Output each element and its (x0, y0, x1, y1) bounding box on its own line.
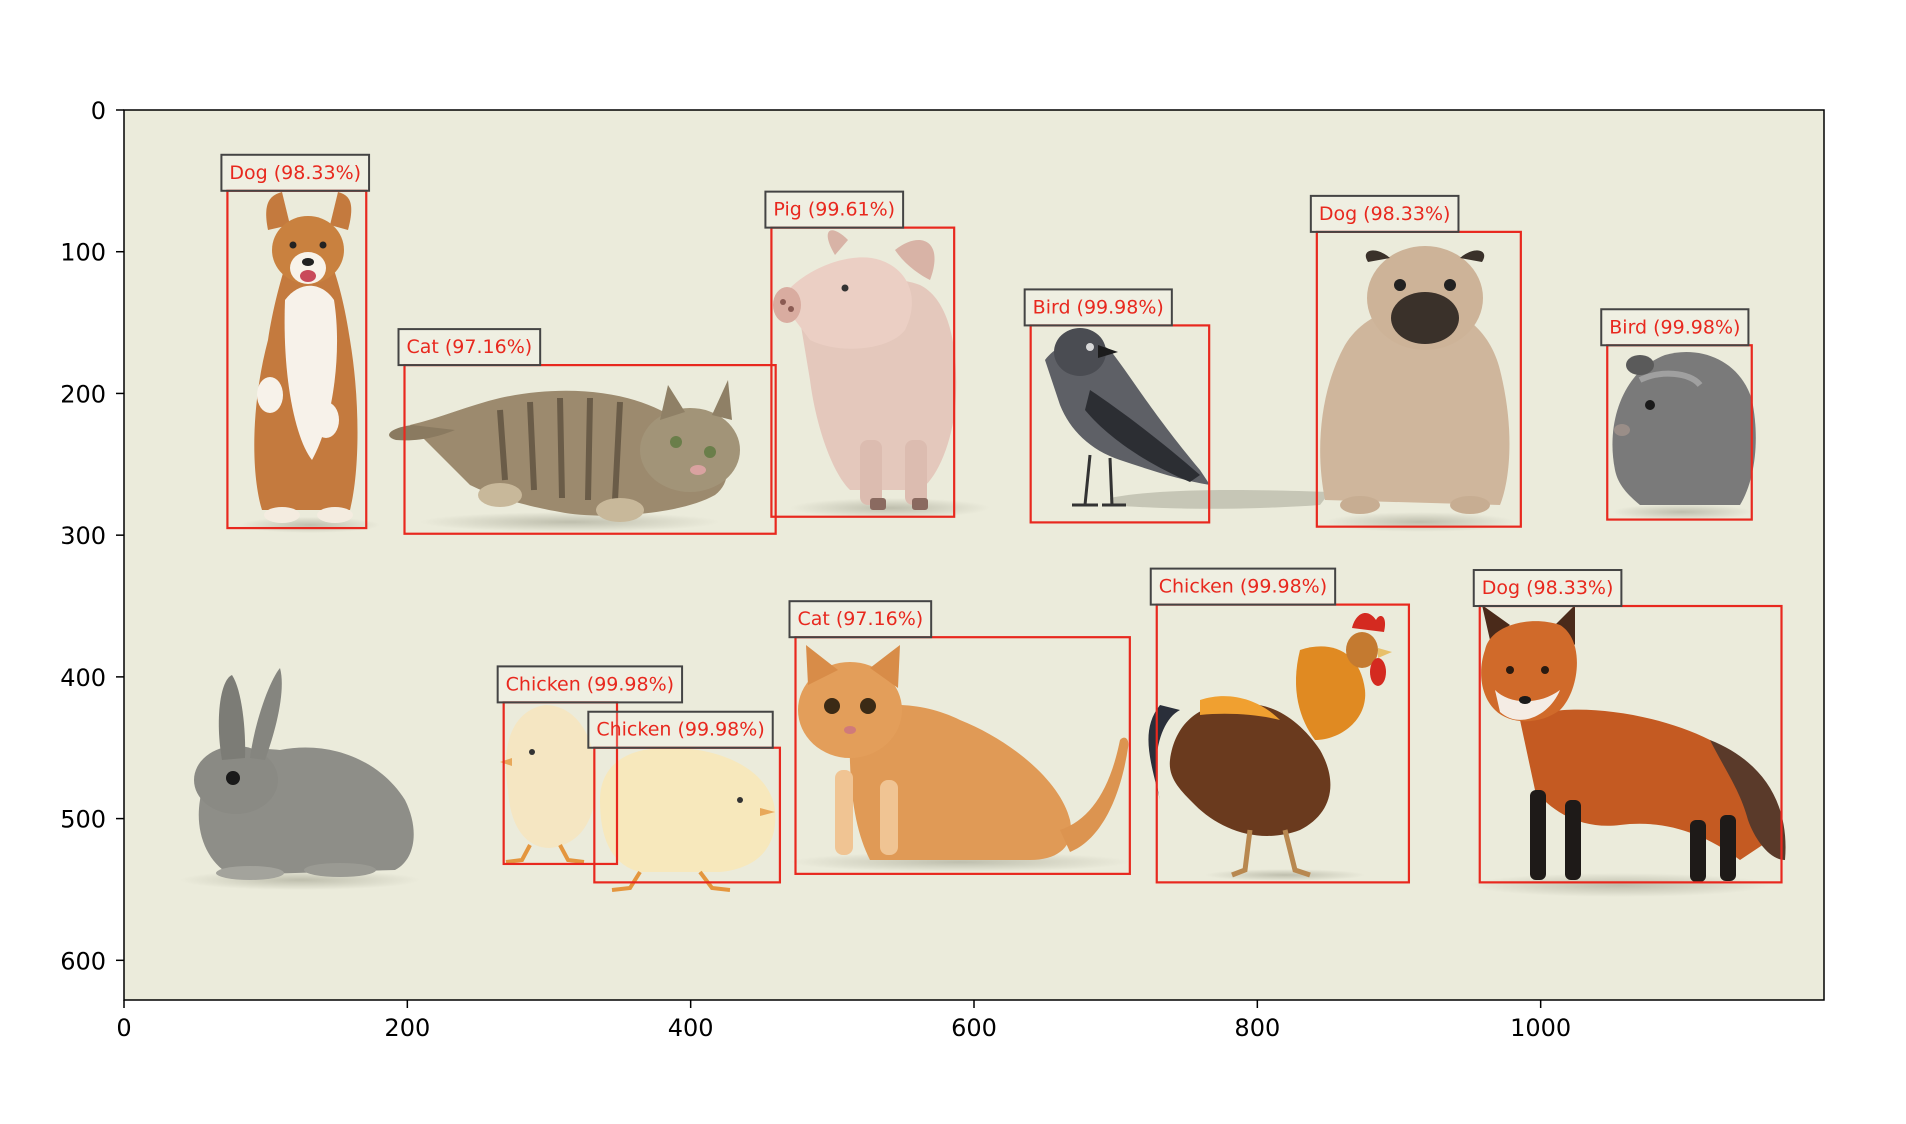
photo-content (180, 192, 1786, 897)
y-tick-label: 200 (60, 380, 106, 408)
y-tick-label: 400 (60, 664, 106, 692)
bounding-box (794, 636, 1131, 875)
detection-label: Chicken (99.98%) (506, 673, 674, 695)
label-box (496, 665, 684, 704)
detection-rooster: Chicken (99.98%) (1149, 567, 1411, 884)
x-tick-label: 200 (384, 1014, 430, 1042)
detection-label: Chicken (99.98%) (1159, 576, 1327, 598)
tabby-cat (389, 380, 740, 532)
rooster (1148, 613, 1392, 881)
bounding-box (1478, 604, 1783, 884)
detection-tabby-cat: Cat (97.16%) (397, 328, 777, 535)
guinea-pig (1612, 352, 1756, 520)
fox (1470, 605, 1786, 897)
bounding-box (403, 363, 777, 535)
label-box (1472, 569, 1623, 608)
label-box (1600, 308, 1750, 347)
label-box (397, 328, 542, 367)
detection-orange-cat: Cat (97.16%) (788, 600, 1131, 875)
detection-label: Cat (97.16%) (798, 608, 924, 630)
detection-chick: Chicken (99.98%) (496, 665, 684, 866)
label-box (1149, 567, 1337, 606)
detection-guinea-pig: Bird (99.98%) (1600, 308, 1753, 521)
y-tick-label: 100 (60, 239, 106, 267)
detection-pug: Dog (98.33%) (1309, 194, 1522, 528)
x-tick-label: 1000 (1510, 1014, 1571, 1042)
y-tick-label: 0 (91, 97, 106, 125)
jackdaw-bird (1045, 328, 1330, 509)
detection-pig: Pig (99.61%) (764, 190, 956, 518)
detection-label: Pig (99.61%) (773, 199, 895, 221)
detection-jackdaw: Bird (99.98%) (1023, 288, 1211, 524)
detection-fox: Dog (98.33%) (1472, 569, 1783, 884)
x-tick-label: 600 (951, 1014, 997, 1042)
pug-dog (1320, 246, 1515, 532)
x-tick-label: 400 (668, 1014, 714, 1042)
y-tick-label: 600 (60, 947, 106, 975)
label-box (1309, 194, 1460, 233)
label-box (1023, 288, 1173, 327)
y-tick-label: 300 (60, 522, 106, 550)
detection-chick: Chicken (99.98%) (587, 710, 782, 884)
corgi-dog (240, 192, 380, 533)
rabbit (180, 668, 420, 890)
chick (500, 705, 597, 864)
label-box (220, 153, 371, 192)
label-box (788, 600, 933, 639)
orange-cat (790, 645, 1130, 872)
detection-label: Dog (98.33%) (229, 162, 361, 184)
pig (773, 230, 990, 518)
detection-corgi: Dog (98.33%) (220, 153, 371, 530)
label-box (587, 710, 774, 749)
detection-label: Bird (99.98%) (1609, 316, 1740, 338)
detection-layer: Dog (98.33%) Cat (97.16%) Pig (99.61%) Bird… (220, 153, 1783, 884)
detection-label: Chicken (99.98%) (596, 719, 764, 741)
x-axis: 0 200 400 600 800 1000 (116, 1000, 1571, 1042)
y-tick-label: 500 (60, 806, 106, 834)
detection-label: Dog (98.33%) (1319, 203, 1451, 225)
chick (600, 747, 776, 892)
detection-label: Dog (98.33%) (1482, 577, 1614, 599)
detection-label: Bird (99.98%) (1033, 296, 1164, 318)
x-tick-label: 800 (1234, 1014, 1280, 1042)
x-tick-label: 0 (116, 1014, 131, 1042)
detection-label: Cat (97.16%) (407, 336, 533, 358)
y-axis: 0 100 200 300 400 500 600 (60, 97, 124, 975)
label-box (764, 190, 905, 229)
